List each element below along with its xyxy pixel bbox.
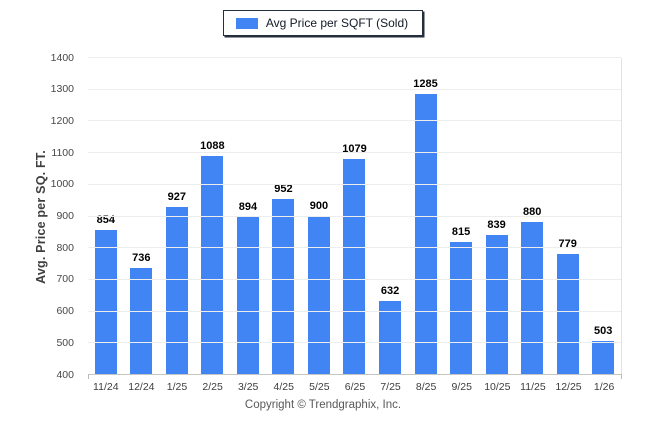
y-tick-label: 1000 xyxy=(50,178,74,191)
bar xyxy=(379,300,402,374)
x-tick-label: 6/25 xyxy=(344,381,366,393)
y-tick-label: 1400 xyxy=(50,51,74,64)
bar-value-label: 815 xyxy=(451,226,471,239)
bar-value-label: 839 xyxy=(487,218,506,231)
x-axis-right-tick xyxy=(621,374,622,379)
y-tick-label: 1200 xyxy=(50,114,74,127)
bar xyxy=(201,155,224,374)
bar-value-label: 927 xyxy=(167,190,186,203)
x-tick-label: 11/25 xyxy=(520,381,546,393)
x-tick-label: 11/24 xyxy=(93,381,119,393)
bar xyxy=(414,93,437,374)
x-tick-label: 1/26 xyxy=(593,381,615,393)
bar-value-label: 632 xyxy=(380,284,400,297)
gridline xyxy=(88,152,621,154)
bar-slot: 927 xyxy=(159,58,195,374)
copyright-text: Copyright © Trendgraphix, Inc. xyxy=(244,399,402,411)
plot-area: 854 736 927 1088 894 952 900 1079 632 1285 815 839 8… xyxy=(88,57,622,379)
bar xyxy=(272,199,295,374)
bar xyxy=(236,217,259,374)
bar-slot: 900 xyxy=(301,58,337,374)
x-tick-label: 4/25 xyxy=(273,381,294,393)
legend-row: Avg Price per SQFT (Sold) xyxy=(0,10,646,36)
bar-series: 854 736 927 1088 894 952 900 1079 632 1285 815 839 8… xyxy=(88,58,621,374)
y-tick-label: 400 xyxy=(56,368,74,381)
legend-swatch-icon xyxy=(235,17,258,29)
x-tick-label: 5/25 xyxy=(309,381,330,393)
bar-value-label: 894 xyxy=(238,201,258,214)
bar-value-label: 736 xyxy=(132,251,151,264)
bar-slot: 779 xyxy=(550,58,586,374)
y-tick-label: 500 xyxy=(56,336,74,349)
bar-value-label: 503 xyxy=(594,325,613,338)
bar xyxy=(485,234,508,374)
x-tick-label: 12/25 xyxy=(555,381,582,393)
bar-slot: 815 xyxy=(443,58,479,374)
bar-value-label: 1088 xyxy=(200,139,225,152)
bar xyxy=(165,206,188,374)
bar-value-label: 880 xyxy=(522,205,542,218)
gridline xyxy=(88,88,621,90)
legend: Avg Price per SQFT (Sold) xyxy=(222,10,424,36)
bar xyxy=(521,221,544,374)
gridline xyxy=(88,183,621,185)
x-tick-label: 8/25 xyxy=(415,381,437,393)
bar-slot: 1088 xyxy=(195,58,231,374)
x-tick-label: 9/25 xyxy=(451,381,472,393)
bar-slot: 854 xyxy=(88,58,124,374)
bar xyxy=(592,341,615,374)
bar-slot: 503 xyxy=(585,58,621,374)
bar xyxy=(94,230,117,374)
bar-slot: 952 xyxy=(266,58,302,374)
gridline xyxy=(88,120,621,122)
y-tick-label: 1100 xyxy=(51,146,74,159)
bar xyxy=(130,267,153,374)
bar-slot: 736 xyxy=(124,58,160,374)
x-tick-label: 12/24 xyxy=(128,381,155,393)
bar xyxy=(307,215,330,374)
gridline xyxy=(88,215,621,217)
x-tick-label: 7/25 xyxy=(380,381,401,393)
y-tick-label: 900 xyxy=(56,210,74,222)
bar-value-label: 952 xyxy=(274,183,293,195)
x-tick-label: 10/25 xyxy=(484,381,511,393)
gridline xyxy=(88,57,621,58)
bar-slot: 880 xyxy=(514,58,550,374)
x-tick-label: 3/25 xyxy=(237,381,259,393)
bar-slot: 632 xyxy=(372,58,408,374)
bar-value-label: 854 xyxy=(96,214,115,227)
x-tick-label: 2/25 xyxy=(202,381,223,393)
bar-value-label: 1285 xyxy=(413,77,438,90)
gridline xyxy=(88,342,621,344)
bar xyxy=(450,242,473,374)
bar-slot: 1079 xyxy=(337,58,373,374)
bar-slot: 894 xyxy=(230,58,266,374)
bar-slot: 839 xyxy=(479,58,515,374)
y-tick-label: 800 xyxy=(56,241,74,254)
gridline xyxy=(88,310,621,312)
y-tick-label: 1300 xyxy=(50,83,74,96)
bar-slot: 1285 xyxy=(408,58,444,374)
x-axis-left-tick xyxy=(88,374,89,379)
gridline xyxy=(88,247,621,249)
y-tick-label: 700 xyxy=(56,273,74,286)
bar-value-label: 779 xyxy=(558,237,577,250)
bar-value-label: 900 xyxy=(309,199,329,212)
x-axis: 11/24 12/24 1/25 2/25 3/25 4/25 5/25 6/25 7/25 8/… xyxy=(88,381,622,393)
legend-label: Avg Price per SQFT (Sold) xyxy=(265,16,409,30)
bar xyxy=(556,253,579,374)
gridline xyxy=(88,278,621,280)
y-axis: 400 500 600 700 800 900 1000 1100 1200 1300 1400 xyxy=(0,52,80,379)
bar xyxy=(343,158,366,374)
y-tick-label: 600 xyxy=(56,305,74,318)
x-tick-label: 1/25 xyxy=(166,381,188,393)
bar-value-label: 1079 xyxy=(342,142,367,155)
